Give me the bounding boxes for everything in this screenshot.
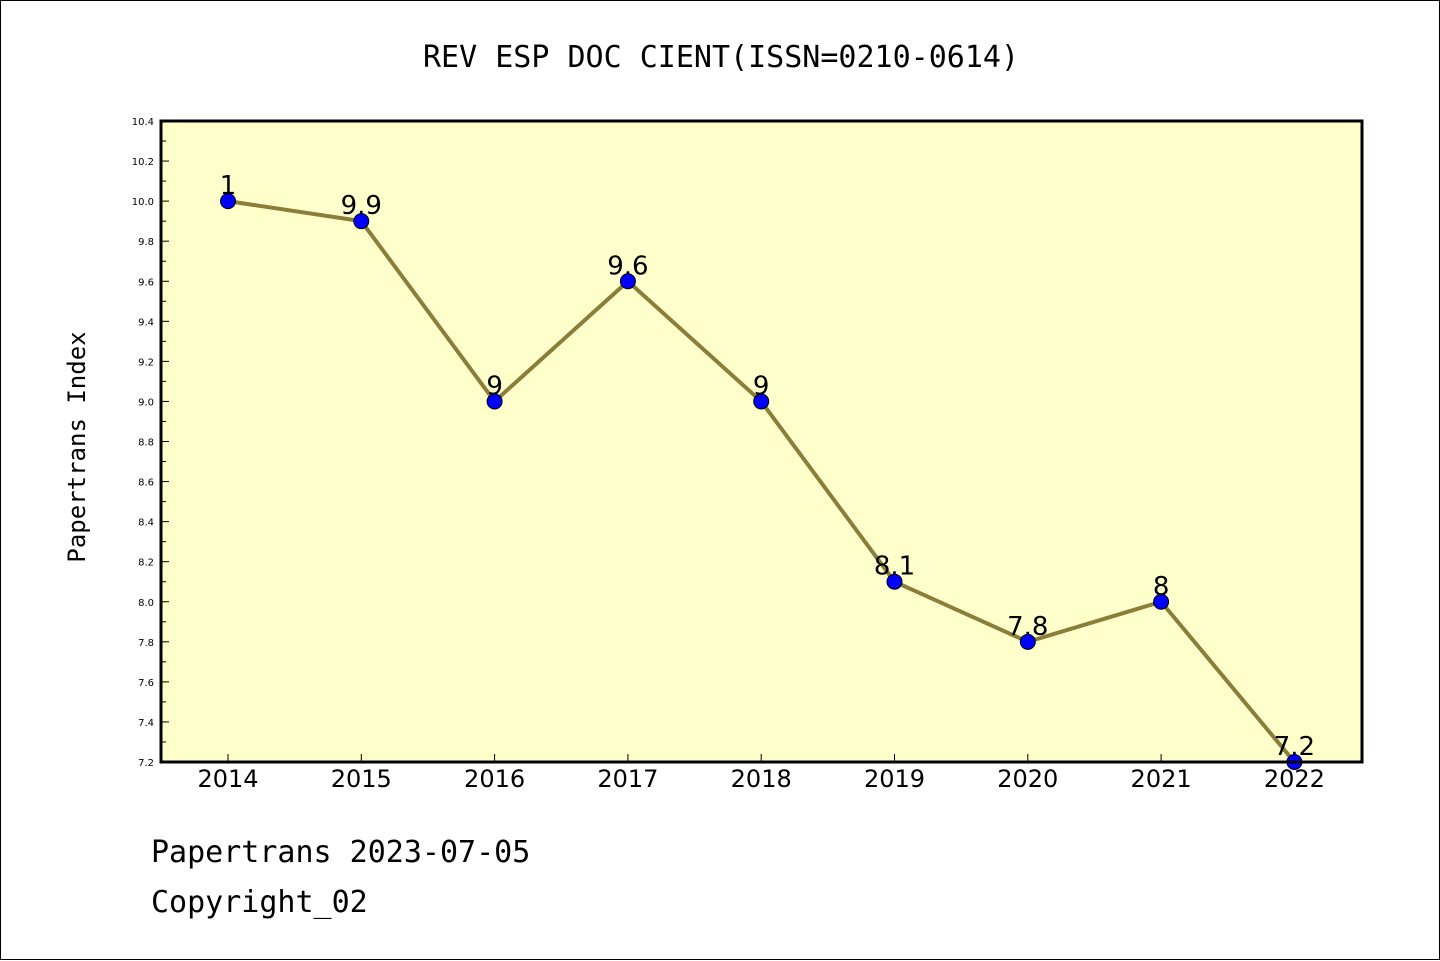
x-tick-label: 2021 xyxy=(1131,765,1192,793)
data-label: 9 xyxy=(753,371,770,401)
y-tick-label: 7.8 xyxy=(138,638,154,649)
y-tick-label: 7.2 xyxy=(138,758,154,769)
data-point xyxy=(1153,593,1170,610)
x-axis: 2014 2015 2016 2017 2018 2019 2020 2021 2022 xyxy=(197,754,1325,793)
footer-copyright: Copyright_02 xyxy=(151,885,368,920)
data-label: 7.8 xyxy=(1007,612,1048,642)
y-axis-label: Papertrans Index xyxy=(63,331,91,562)
x-tick-label: 2015 xyxy=(331,765,392,793)
data-label: 9.6 xyxy=(607,251,648,281)
x-tick-label: 2019 xyxy=(864,765,925,793)
y-tick-label: 9.4 xyxy=(138,317,154,328)
x-tick-label: 2016 xyxy=(464,765,525,793)
x-tick-label: 2017 xyxy=(597,765,658,793)
y-tick-label: 10.2 xyxy=(132,157,154,168)
y-tick-label: 8.4 xyxy=(138,518,154,529)
data-label: 8.1 xyxy=(874,552,915,582)
y-tick-label: 10.0 xyxy=(132,197,154,208)
data-point xyxy=(753,393,770,410)
x-tick-label: 2020 xyxy=(997,765,1058,793)
x-tick-label: 2014 xyxy=(197,765,258,793)
y-tick-label: 8.0 xyxy=(138,598,154,609)
data-label: 1 xyxy=(220,171,237,201)
data-point xyxy=(886,573,903,590)
y-tick-label: 7.6 xyxy=(138,678,154,689)
y-tick-label: 8.2 xyxy=(138,558,154,569)
y-tick-label: 9.6 xyxy=(138,277,154,288)
data-label: 8 xyxy=(1153,572,1170,602)
data-point xyxy=(353,213,370,230)
data-point xyxy=(1019,633,1036,650)
data-label: 7.2 xyxy=(1274,732,1315,762)
data-labels: 1 9.9 9 9.6 9 8.1 7.8 8 7.2 xyxy=(220,171,1315,762)
footer-date: Papertrans 2023-07-05 xyxy=(151,835,531,870)
y-tick-label: 10.4 xyxy=(132,117,154,128)
y-tick-label: 7.4 xyxy=(138,718,154,729)
data-point xyxy=(619,273,636,290)
plot-border xyxy=(159,119,1364,764)
y-tick-label: 8.6 xyxy=(138,478,154,489)
y-tick-label: 9.0 xyxy=(138,397,154,408)
chart-title: REV ESP DOC CIENT(ISSN=0210-0614) xyxy=(423,40,1019,75)
data-point xyxy=(220,193,236,210)
y-tick-label: 9.8 xyxy=(138,237,154,248)
y-tick-label: 8.8 xyxy=(138,438,154,449)
data-point xyxy=(486,393,503,410)
y-tick-label: 9.2 xyxy=(138,357,154,368)
data-label: 9.9 xyxy=(341,191,382,221)
x-tick-label: 2018 xyxy=(731,765,792,793)
data-label: 9 xyxy=(486,371,503,401)
